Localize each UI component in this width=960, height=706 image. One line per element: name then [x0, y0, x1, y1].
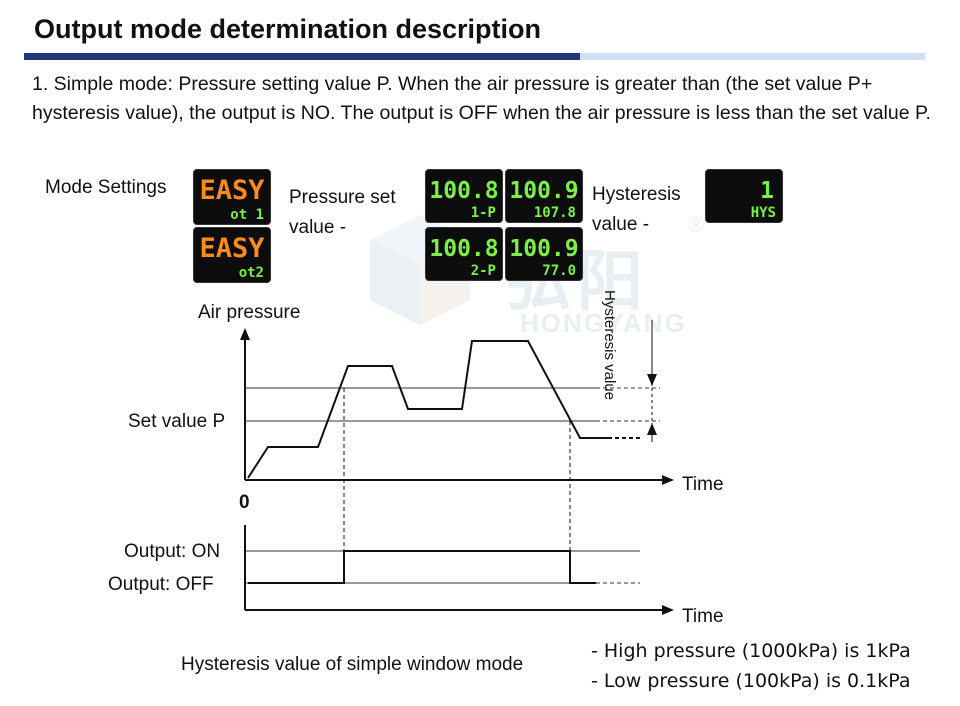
lcd-pressure-current-2-sub: 77.0	[542, 263, 576, 279]
hysteresis-arrow-top	[647, 374, 657, 386]
lcd-pressure-current-1-sub: 107.8	[534, 205, 576, 221]
time-axis-label-top: Time	[682, 474, 724, 495]
watermark-registered-mark: ®	[688, 212, 705, 237]
set-value-p-label: Set value P	[128, 411, 225, 432]
lcd-mode-ot1: EASY ot 1	[193, 169, 271, 225]
lcd-pressure-set-1-sub: 1-P	[471, 205, 496, 221]
time-axis-label-bottom: Time	[682, 606, 724, 627]
mode-settings-label: Mode Settings	[45, 177, 167, 198]
note-low-pressure: - Low pressure (100kPa) is 0.1kPa	[591, 670, 911, 692]
lcd-mode-ot1-main: EASY	[199, 175, 265, 206]
lcd-hysteresis-main: 1	[760, 178, 774, 204]
lcd-pressure-set-1: 100.8 1-P	[425, 169, 503, 223]
intro-paragraph: 1. Simple mode: Pressure setting value P…	[32, 73, 931, 124]
diagram-caption: Hysteresis value of simple window mode	[181, 654, 524, 675]
lcd-mode-ot2-main: EASY	[199, 233, 265, 264]
title-underline-light	[580, 53, 925, 60]
note-high-pressure: - High pressure (1000kPa) is 1kPa	[591, 640, 911, 662]
output-off-label: Output: OFF	[108, 574, 214, 595]
lcd-mode-ot1-sub: ot 1	[230, 207, 264, 223]
page-title: Output mode determination description	[34, 14, 542, 44]
lcd-hysteresis: 1 HYS	[705, 169, 783, 223]
hysteresis-value-label: Hysteresis value -	[592, 184, 681, 235]
lcd-pressure-set-2: 100.8 2-P	[425, 227, 503, 281]
origin-label: 0	[239, 492, 250, 513]
hysteresis-vertical-label: Hysteresis value	[601, 290, 618, 400]
lcd-pressure-current-1: 100.9 107.8	[505, 169, 583, 223]
output-waveform	[248, 550, 596, 584]
pressure-curve	[247, 340, 608, 479]
lcd-pressure-current-1-main: 100.9	[509, 178, 578, 204]
lcd-mode-ot2-sub: ot2	[239, 265, 264, 281]
lcd-pressure-set-1-main: 100.8	[429, 178, 498, 204]
lcd-mode-ot2: EASY ot2	[193, 227, 271, 283]
lcd-pressure-set-2-main: 100.8	[429, 236, 498, 262]
hysteresis-arrow-bottom	[647, 423, 657, 435]
lcd-pressure-current-2-main: 100.9	[509, 236, 578, 262]
lcd-pressure-current-2: 100.9 77.0	[505, 227, 583, 281]
lcd-hysteresis-sub: HYS	[751, 205, 776, 221]
lcd-pressure-set-2-sub: 2-P	[471, 263, 496, 279]
air-pressure-axis-label: Air pressure	[198, 302, 300, 323]
title-underline-dark	[24, 53, 580, 60]
pressure-set-value-label: Pressure set value -	[289, 187, 396, 238]
output-on-label: Output: ON	[124, 541, 220, 562]
watermark-en-text: HONGYANG	[520, 308, 687, 338]
